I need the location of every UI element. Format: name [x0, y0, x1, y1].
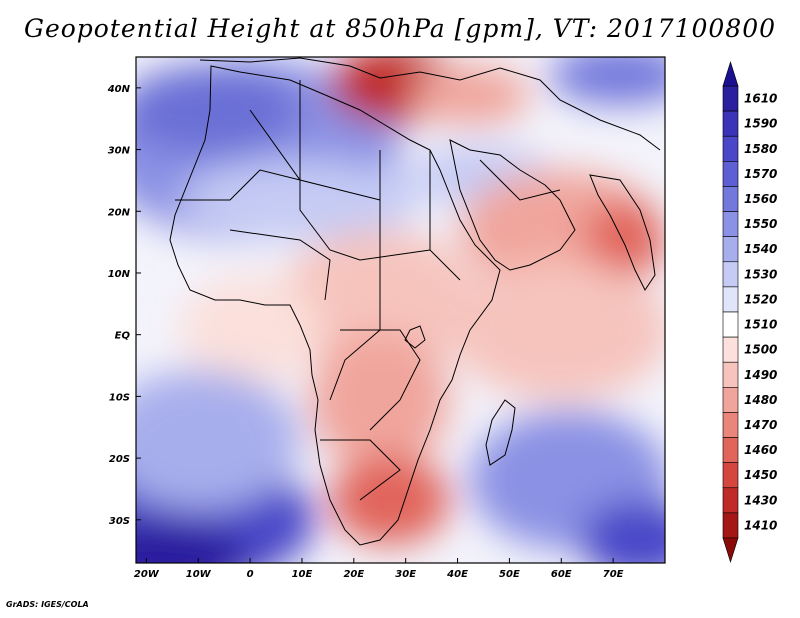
- lat-label: 20N: [108, 207, 131, 218]
- colorbar-cell: [722, 437, 739, 463]
- lon-label: 0: [247, 569, 254, 580]
- lon-label: 40E: [446, 569, 468, 580]
- lake-victoria: [404, 325, 426, 349]
- colorbar-cell: [722, 387, 739, 413]
- lon-label: 20W: [134, 569, 160, 580]
- colorbar-cell: [722, 311, 739, 338]
- colorbar-label: 1550: [744, 217, 777, 231]
- lon-label: 20E: [343, 569, 364, 580]
- colorbar-cell: [722, 336, 739, 363]
- colorbar-label: 1560: [744, 192, 777, 206]
- lat-label: 30N: [108, 146, 131, 157]
- colorbar-label: 1530: [744, 267, 777, 281]
- borders-4: [429, 150, 461, 281]
- map-title: Geopotential Height at 850hPa [gpm], VT:…: [23, 14, 777, 43]
- lat-label: 40N: [107, 84, 131, 95]
- lat-label: 10S: [109, 392, 130, 403]
- lat-label: EQ: [115, 331, 131, 342]
- colorbar-cell: [722, 135, 739, 162]
- colorbar-label: 1540: [744, 242, 777, 256]
- colorbar-label: 1430: [744, 493, 777, 507]
- country-borders: [169, 57, 661, 546]
- borders-1: [299, 80, 431, 261]
- colorbar-cell: [722, 286, 739, 313]
- longitude-axis: 20W 10W 0 10E 20E 30E 40E 50E 60E 70E: [134, 558, 624, 580]
- lon-label: 10W: [186, 569, 212, 580]
- colorbar-label: 1580: [744, 142, 777, 156]
- latitude-axis: 40N 30N 20N 10N EQ 10S 20S 30S: [107, 84, 141, 527]
- borders-6: [340, 329, 421, 431]
- europe-coastline: [199, 57, 661, 151]
- colorbar-cell: [722, 186, 739, 212]
- borders-8: [175, 169, 301, 201]
- colorbar-label: 1450: [744, 468, 777, 482]
- colorbar-cell: [722, 412, 739, 438]
- lat-label: 30S: [109, 516, 130, 527]
- colorbar-label: 1510: [744, 318, 777, 332]
- colorbar-label: 1480: [744, 393, 777, 407]
- colorbar-label: 1470: [744, 418, 777, 432]
- lat-label: 20S: [109, 454, 130, 465]
- colorbar-cell: [722, 161, 739, 187]
- colorbar-label: 1590: [744, 117, 777, 131]
- credit-label: GrADS: IGES/COLA: [6, 600, 89, 609]
- colorbar-label: 1490: [744, 368, 777, 382]
- lat-label: 10N: [108, 269, 131, 280]
- colorbar-label: 1570: [744, 167, 777, 181]
- map-frame: [135, 56, 666, 564]
- colorbar-label: 1460: [744, 443, 777, 457]
- borders-5: [229, 229, 331, 301]
- borders-9: [479, 159, 561, 201]
- lon-label: 30E: [395, 569, 416, 580]
- colorbar-label: 1410: [744, 518, 777, 532]
- colorbar-cell: [722, 462, 739, 489]
- colorbar-label: 1610: [744, 92, 777, 106]
- lon-label: 50E: [499, 569, 520, 580]
- colorbar-max-arrow: [722, 60, 739, 87]
- colorbar-cell: [722, 512, 739, 539]
- colorbar: 1610 1590 1580 1570 1560 1550 1540 1530 1520 1510…: [722, 60, 777, 564]
- colorbar-min-arrow: [722, 537, 739, 564]
- colorbar-cell: [722, 211, 739, 237]
- lon-label: 10E: [292, 569, 313, 580]
- africa-coastline: [169, 65, 501, 546]
- colorbar-cell: [722, 361, 739, 388]
- colorbar-cell: [722, 110, 739, 137]
- arabia-coastline: [449, 139, 576, 271]
- colorbar-cell: [722, 487, 739, 514]
- india-coastline: [589, 174, 656, 291]
- colorbar-cell: [722, 85, 739, 112]
- colorbar-label: 1520: [744, 292, 777, 306]
- madagascar-coastline: [485, 399, 516, 466]
- colorbar-cell: [722, 236, 739, 263]
- colorbar-cell: [722, 261, 739, 288]
- lon-label: 70E: [603, 569, 624, 580]
- lon-label: 60E: [551, 569, 572, 580]
- colorbar-label: 1500: [744, 343, 777, 357]
- borders-7: [320, 439, 401, 501]
